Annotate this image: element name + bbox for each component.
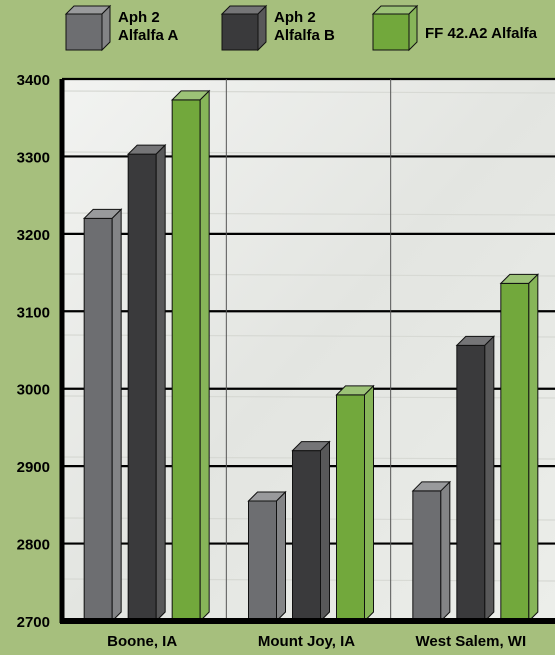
y-tick-label: 3100 [17,304,50,321]
legend-swatch [221,13,259,51]
bar [82,208,123,623]
bar-front [336,394,365,622]
x-tick-label: West Salem, WI [416,633,527,650]
bar-side [484,335,495,623]
legend-label: Alfalfa A [118,27,178,44]
bar-side [320,440,330,623]
legend-label: FF 42.A2 Alfalfa [425,25,538,42]
bar [411,480,452,623]
bar-side [111,208,122,623]
y-tick-label: 3400 [17,72,50,89]
bar-side [364,384,374,623]
bar-side [276,490,286,623]
bar [170,89,211,623]
bar [291,440,331,623]
legend-swatch-side [257,4,267,52]
legend-label: Aph 2 [118,9,160,26]
bar-front [412,490,442,622]
bar-front [83,217,113,622]
legend-swatch-side [101,4,111,52]
bar-front [456,344,486,622]
bar-side [199,89,210,623]
bar-front [171,99,201,622]
y-tick-label: 3200 [17,227,50,244]
bar-front [292,450,321,622]
y-tick-label: 2900 [17,459,50,476]
x-tick-label: Boone, IA [107,633,177,650]
bar-side [155,143,166,623]
y-tick-label: 3000 [17,382,50,399]
bar-front [500,282,530,622]
bar-front [248,500,277,622]
y-tick-label: 2800 [17,537,50,554]
legend-label: Aph 2 [274,9,316,26]
bar-front [127,153,157,622]
y-tick-label: 2700 [17,614,50,631]
legend-swatch [372,13,410,51]
bar-side [440,480,451,623]
bar [499,273,540,623]
bar [335,384,375,623]
bar [455,335,496,623]
legend-swatch [65,13,103,51]
bar [247,490,287,623]
legend-item: FF 42.A2 Alfalfa [371,4,538,52]
legend-swatch-side [408,4,418,52]
y-tick-label: 3300 [17,149,50,166]
bar-side [528,273,539,623]
wood-texture-line [61,90,555,94]
legend-label: Alfalfa B [274,27,335,44]
bar [126,143,167,623]
x-tick-label: Mount Joy, IA [258,633,355,650]
